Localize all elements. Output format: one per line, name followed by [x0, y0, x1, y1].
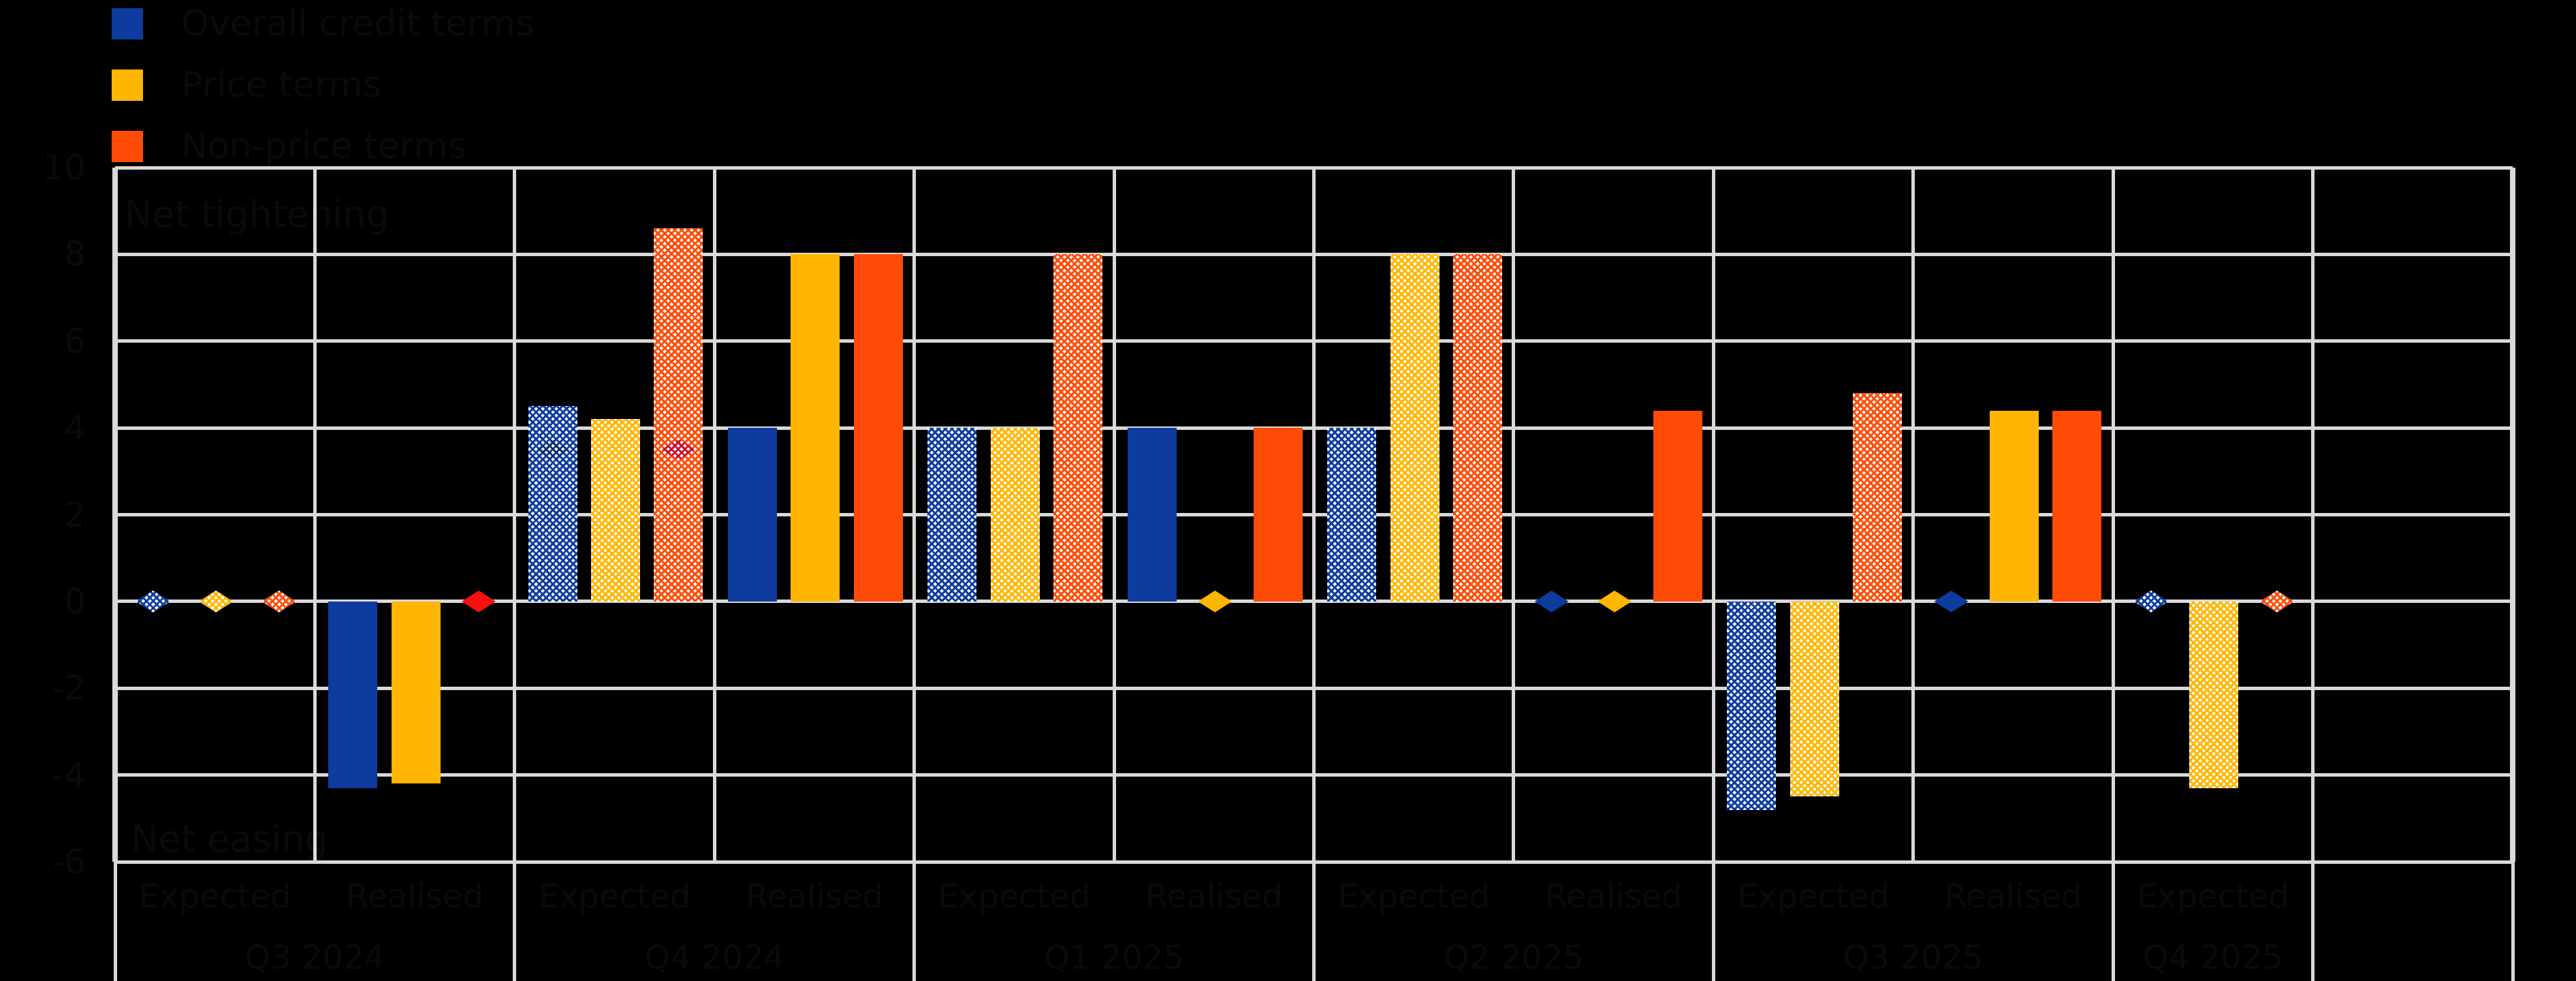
bar-expected-series2 [654, 228, 703, 602]
net-easing-annotation: Net easing [131, 818, 328, 860]
bar-realised-series0 [727, 428, 777, 602]
quarter-label: Q1 2025 [1044, 939, 1184, 977]
legend-item: Non-price terms [112, 126, 725, 167]
v-gridline-extension [2511, 862, 2515, 981]
x-sublabel-realised: Realised [1145, 877, 1283, 916]
v-gridline-extension [113, 862, 117, 981]
bar-realised-series0 [1127, 428, 1177, 602]
diamond-marker-series0 [136, 590, 170, 612]
bar-realised-series2 [1653, 410, 1702, 602]
diamond-marker-series1 [199, 590, 234, 612]
v-gridline [1112, 168, 1116, 862]
legend-label: Overall credit terms [181, 3, 535, 44]
v-gridline [2311, 168, 2315, 862]
v-gridline [313, 168, 317, 862]
bar-expected-series0 [528, 406, 577, 602]
x-sublabel-realised: Realised [746, 877, 883, 916]
diamond-marker-series2 [261, 590, 296, 612]
diamond-marker-series1 [1597, 590, 1632, 612]
v-gridline [712, 168, 716, 862]
legend-item: Overall credit terms [112, 3, 725, 44]
quarter-label: Q2 2025 [1444, 939, 1584, 977]
y-tick-label: -2 [52, 668, 86, 708]
bar-realised-series0 [328, 601, 378, 788]
y-tick-label: 6 [64, 321, 86, 361]
v-gridline-extension [1312, 862, 1316, 981]
bar-realised-series1 [1989, 410, 2039, 602]
v-gridline [1512, 168, 1516, 862]
bar-expected-series0 [1727, 601, 1777, 810]
bar-realised-series1 [791, 254, 840, 602]
diamond-marker-series0 [1934, 590, 1969, 612]
y-tick-label: 2 [64, 495, 86, 535]
v-gridline-extension [912, 862, 917, 981]
blue-swatch [112, 8, 143, 40]
bar-expected-series2 [1053, 254, 1103, 602]
y-tick-label: -6 [52, 842, 86, 882]
diamond-marker-series2 [2259, 590, 2294, 612]
x-sublabel-expected: Expected [938, 877, 1091, 916]
bar-expected-series1 [2189, 601, 2239, 788]
bar-expected-series0 [1327, 428, 1377, 602]
quarter-label: Q3 2025 [1843, 939, 1984, 977]
yellow-swatch [112, 69, 143, 101]
quarter-label: Q4 2024 [644, 939, 785, 977]
orange-swatch [112, 131, 143, 162]
x-sublabel-expected: Expected [138, 877, 291, 916]
diamond-marker-series1 [1198, 590, 1233, 612]
x-sublabel-expected: Expected [1337, 877, 1491, 916]
bar-expected-series0 [927, 428, 977, 602]
bar-expected-series1 [990, 428, 1040, 602]
y-tick-label: 8 [64, 234, 86, 275]
bar-expected-series1 [1390, 254, 1440, 602]
net-tightening-annotation: Net tightening [125, 193, 389, 236]
x-sublabel-realised: Realised [1544, 877, 1683, 916]
diamond-marker-series0 [1534, 590, 1569, 612]
y-tick-label: -4 [52, 755, 86, 795]
v-gridline [513, 168, 517, 862]
legend-item: Price terms [112, 65, 725, 106]
quarter-label: Q3 2024 [244, 939, 385, 977]
legend-label: Price terms [181, 65, 381, 106]
v-gridline-extension [2111, 862, 2115, 981]
v-gridline-extension [1711, 862, 1715, 981]
x-sublabel-expected: Expected [1737, 877, 1890, 916]
v-gridline [1911, 168, 1915, 862]
v-gridline [912, 168, 917, 862]
diamond-marker-series0 [2133, 590, 2168, 612]
bar-expected-series2 [1852, 393, 1902, 602]
bar-realised-series2 [853, 254, 903, 602]
legend-label: Non-price terms [181, 126, 466, 167]
v-gridline [2510, 168, 2515, 862]
x-sublabel-expected: Expected [2136, 877, 2289, 916]
v-gridline [1312, 168, 1316, 862]
v-gridline-extension [513, 862, 517, 981]
v-gridline-extension [2311, 862, 2315, 981]
quarter-label: Q4 2025 [2142, 939, 2283, 977]
bar-realised-series2 [2052, 410, 2102, 602]
bar-realised-series2 [1253, 428, 1303, 602]
v-gridline [112, 168, 118, 862]
x-sublabel-realised: Realised [1944, 877, 2082, 916]
x-sublabel-expected: Expected [538, 877, 691, 916]
bar-realised-series1 [391, 601, 441, 784]
v-gridline [2111, 168, 2115, 862]
bar-expected-series1 [1790, 601, 1839, 797]
bar-expected-series2 [1453, 254, 1503, 602]
v-gridline [1711, 168, 1715, 862]
y-tick-label: 4 [64, 408, 86, 448]
y-tick-label: 0 [64, 581, 86, 621]
diamond-marker-series2 [462, 590, 496, 612]
bar-expected-series1 [591, 419, 640, 602]
y-tick-label: 10 [42, 148, 86, 187]
x-sublabel-realised: Realised [346, 877, 484, 916]
